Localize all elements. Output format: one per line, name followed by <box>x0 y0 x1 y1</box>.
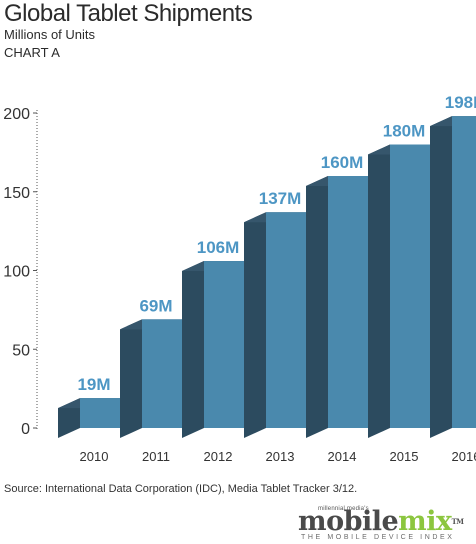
chart-label: CHART A <box>4 45 60 60</box>
bar-side <box>182 261 204 438</box>
logo-mix-text: mix <box>398 506 452 537</box>
bar-value-label: 198M <box>445 93 476 112</box>
bar-value-label: 19M <box>77 375 110 394</box>
mobilemix-logo: millennial media's mobilemixTM THE MOBIL… <box>298 506 470 542</box>
bar <box>80 398 124 428</box>
logo-small-text: millennial media's <box>318 506 369 512</box>
y-tick-label: 200 <box>3 106 30 123</box>
bar <box>266 212 310 428</box>
logo-mobile-text: mobile <box>298 506 399 537</box>
bar-side <box>430 116 452 439</box>
x-tick-label: 2012 <box>204 449 233 464</box>
logo-tagline: THE MOBILE DEVICE INDEX <box>301 534 455 541</box>
source-note: Source: International Data Corporation (… <box>4 483 358 495</box>
x-tick-label: 2011 <box>142 449 170 464</box>
bar <box>142 319 186 428</box>
bar-value-label: 137M <box>259 189 302 208</box>
bar-value-label: 106M <box>197 238 240 257</box>
bar-side <box>368 144 390 438</box>
x-tick-label: 2016 <box>452 449 476 464</box>
bar-value-label: 69M <box>139 296 172 315</box>
bar-chart: 0 50 100 150 200 19M 2010 69M 2011 106M 2012 137M 20… <box>3 93 476 464</box>
bar-side <box>120 319 142 438</box>
y-tick-label: 50 <box>12 342 30 359</box>
x-tick-label: 2013 <box>266 449 295 464</box>
bar <box>328 176 372 428</box>
bar-value-label: 180M <box>383 122 426 141</box>
logo-trademark: TM <box>451 517 464 526</box>
logo-wordmark: mobilemixTM <box>298 508 464 535</box>
bar <box>390 144 434 428</box>
chart-title: Global Tablet Shipments <box>4 0 253 27</box>
y-tick-label: 0 <box>21 421 30 438</box>
bar <box>452 116 476 429</box>
x-tick-label: 2014 <box>328 449 357 464</box>
bar <box>204 261 248 428</box>
bar-side <box>244 212 266 438</box>
y-tick-label: 150 <box>3 185 30 202</box>
bar-value-label: 160M <box>321 153 364 172</box>
chart-subtitle: Millions of Units <box>4 27 96 42</box>
bar-side <box>306 176 328 438</box>
x-tick-label: 2010 <box>80 449 109 464</box>
y-tick-label: 100 <box>3 264 30 281</box>
x-tick-label: 2015 <box>390 449 419 464</box>
